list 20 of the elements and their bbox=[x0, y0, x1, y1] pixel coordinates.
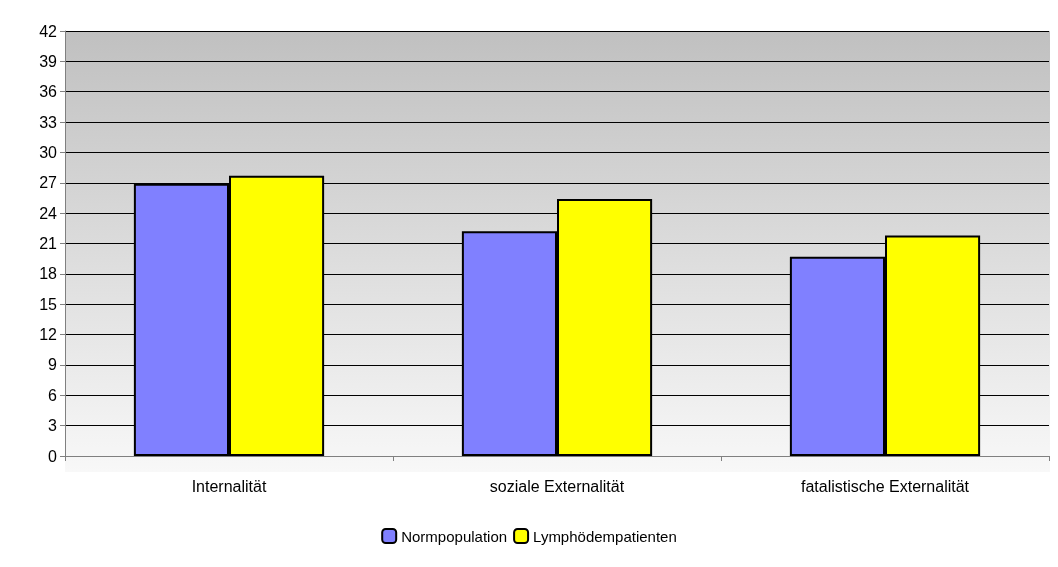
x-tick-label: Internalität bbox=[191, 477, 267, 495]
y-tick-label: 3 bbox=[48, 417, 58, 435]
y-tick-label: 6 bbox=[48, 386, 58, 404]
y-tick-label: 27 bbox=[39, 174, 58, 192]
legend-label: Normpopulation bbox=[401, 527, 508, 545]
y-tick-label: 24 bbox=[39, 204, 58, 222]
y-tick-label: 18 bbox=[39, 265, 58, 283]
y-tick-label: 9 bbox=[48, 356, 58, 374]
x-tick-label: fatalistische Externalität bbox=[800, 477, 970, 495]
legend-label: Lymphödempatienten bbox=[533, 527, 677, 545]
y-tick-label: 36 bbox=[39, 83, 58, 101]
y-tick-label: 33 bbox=[39, 113, 58, 131]
y-tick-label: 42 bbox=[39, 22, 58, 40]
y-tick-label: 15 bbox=[39, 295, 58, 313]
y-tick-label: 39 bbox=[39, 52, 58, 70]
y-tick-label: 0 bbox=[48, 447, 58, 465]
y-tick-label: 12 bbox=[39, 326, 58, 344]
y-tick-label: 30 bbox=[39, 143, 58, 161]
x-tick-label: soziale Externalität bbox=[489, 477, 625, 495]
y-tick-label: 21 bbox=[39, 235, 58, 252]
